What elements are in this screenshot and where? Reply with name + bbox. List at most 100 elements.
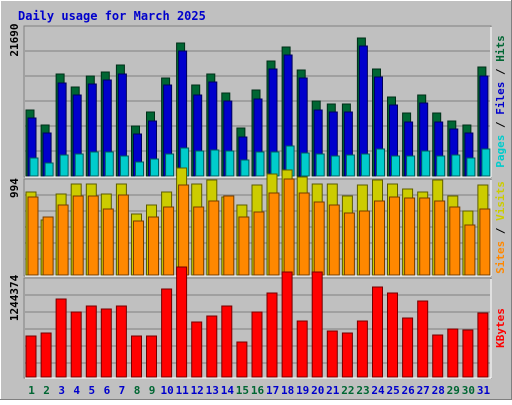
bar-sites-day-16 xyxy=(253,211,265,276)
chart-panels: 21690 Pages / Files / Hits 994 Sites / Visi… xyxy=(8,23,507,379)
legend-hits-files-pages: Pages / Files / Hits xyxy=(494,35,507,168)
x-tick-label-day-15: 15 xyxy=(236,384,249,397)
x-tick-label-day-30: 30 xyxy=(462,384,475,397)
bar-pages-day-15 xyxy=(240,159,250,177)
bar-sites-day-26 xyxy=(404,197,416,276)
bar-pages-day-19 xyxy=(300,152,310,177)
bar-sites-day-24 xyxy=(374,200,385,276)
x-tick-label-day-31: 31 xyxy=(477,384,491,397)
panel-hits-files-pages: 21690 Pages / Files / Hits xyxy=(8,23,507,178)
x-tick-label-day-25: 25 xyxy=(386,384,399,397)
y-max-label: 994 xyxy=(8,178,21,198)
bar-sites-day-22 xyxy=(343,212,355,276)
bar-pages-day-10 xyxy=(165,153,175,177)
x-tick-label-day-17: 17 xyxy=(266,384,279,397)
bar-kbytes-day-23 xyxy=(356,320,368,378)
legend-item: Sites xyxy=(494,241,507,274)
legend-item: Pages xyxy=(494,135,507,168)
bar-kbytes-day-11 xyxy=(176,266,188,378)
bar-sites-day-14 xyxy=(223,195,235,276)
bar-sites-day-2 xyxy=(42,216,54,276)
legend-item: / xyxy=(494,62,507,82)
series-files xyxy=(27,45,489,177)
bar-sites-day-5 xyxy=(87,195,99,276)
x-tick-label-day-7: 7 xyxy=(119,384,126,397)
x-tick-label-day-27: 27 xyxy=(417,384,430,397)
bar-kbytes-day-26 xyxy=(402,317,414,378)
bar-kbytes-day-13 xyxy=(206,315,218,378)
bar-pages-day-31 xyxy=(481,148,491,177)
bar-kbytes-day-20 xyxy=(311,271,323,378)
bar-kbytes-day-16 xyxy=(251,311,263,378)
bar-pages-day-23 xyxy=(360,153,370,177)
x-tick-label-day-11: 11 xyxy=(176,384,190,397)
bar-sites-day-11 xyxy=(178,184,190,276)
x-tick-label-day-1: 1 xyxy=(28,384,35,397)
panel-visits-sites: 994 Sites / Visits xyxy=(8,167,507,277)
series-kbytes xyxy=(25,266,489,378)
bar-sites-day-15 xyxy=(238,216,250,276)
bar-kbytes-day-8 xyxy=(131,335,142,378)
x-axis-labels: 1 2 3 4 5 6 7 8 9 10 11 12 13 14 15 16 17 18 19 20 21 22 23 24 2… xyxy=(28,384,490,397)
bar-sites-day-28 xyxy=(434,200,446,276)
bar-pages-day-20 xyxy=(315,153,325,177)
bar-kbytes-day-30 xyxy=(462,329,474,378)
bar-kbytes-day-25 xyxy=(387,292,398,378)
x-tick-label-day-8: 8 xyxy=(134,384,141,397)
x-tick-label-day-9: 9 xyxy=(149,384,156,397)
x-tick-label-day-3: 3 xyxy=(58,384,65,397)
bar-pages-day-26 xyxy=(406,155,416,177)
bar-sites-day-31 xyxy=(479,208,491,276)
x-tick-label-day-23: 23 xyxy=(356,384,369,397)
bar-sites-day-27 xyxy=(419,197,431,276)
x-tick-label-day-24: 24 xyxy=(371,384,385,397)
bar-sites-day-3 xyxy=(57,204,69,276)
x-tick-label-day-28: 28 xyxy=(432,384,445,397)
bar-pages-day-9 xyxy=(150,158,159,177)
bar-pages-day-2 xyxy=(44,162,54,177)
bar-sites-day-7 xyxy=(117,194,129,276)
x-tick-label-day-19: 19 xyxy=(296,384,309,397)
bar-kbytes-day-19 xyxy=(296,320,308,378)
bar-kbytes-day-21 xyxy=(326,330,338,378)
bar-pages-day-4 xyxy=(74,153,84,177)
bar-kbytes-day-14 xyxy=(221,305,233,378)
bar-sites-day-13 xyxy=(208,200,220,276)
x-tick-label-day-10: 10 xyxy=(160,384,173,397)
bar-kbytes-day-22 xyxy=(341,332,353,378)
x-tick-label-day-18: 18 xyxy=(281,384,294,397)
x-tick-label-day-2: 2 xyxy=(43,384,50,397)
bar-kbytes-day-2 xyxy=(40,332,52,378)
bar-kbytes-day-12 xyxy=(191,321,203,378)
x-tick-label-day-16: 16 xyxy=(251,384,265,397)
x-tick-label-day-5: 5 xyxy=(88,384,95,397)
bar-pages-day-29 xyxy=(451,154,461,177)
bar-kbytes-day-29 xyxy=(447,328,459,378)
bar-sites-day-9 xyxy=(148,216,159,276)
bar-kbytes-day-28 xyxy=(432,334,444,378)
bar-kbytes-day-9 xyxy=(146,335,157,378)
legend-visits-sites: Sites / Visits xyxy=(494,181,507,274)
legend-item: KBytes xyxy=(494,308,507,348)
bar-kbytes-day-18 xyxy=(281,271,293,378)
bar-sites-day-12 xyxy=(193,206,205,276)
bar-sites-day-4 xyxy=(72,195,84,276)
legend-kbytes: KBytes xyxy=(494,308,507,348)
bar-pages-day-28 xyxy=(436,155,446,177)
bar-sites-day-18 xyxy=(283,178,295,276)
bar-kbytes-day-10 xyxy=(161,288,173,378)
bar-pages-day-6 xyxy=(104,151,114,177)
y-max-label: 21690 xyxy=(8,23,21,56)
bar-pages-day-21 xyxy=(330,155,340,177)
x-tick-label-day-12: 12 xyxy=(191,384,204,397)
legend-item: Visits xyxy=(494,181,507,221)
bar-sites-day-25 xyxy=(389,196,400,276)
bar-pages-day-7 xyxy=(119,155,129,177)
bar-pages-day-27 xyxy=(421,150,431,177)
x-tick-label-day-13: 13 xyxy=(206,384,219,397)
bar-pages-day-12 xyxy=(195,150,205,177)
legend-item: / xyxy=(494,115,507,135)
legend-item: / xyxy=(494,221,507,241)
bar-sites-day-29 xyxy=(449,206,461,276)
